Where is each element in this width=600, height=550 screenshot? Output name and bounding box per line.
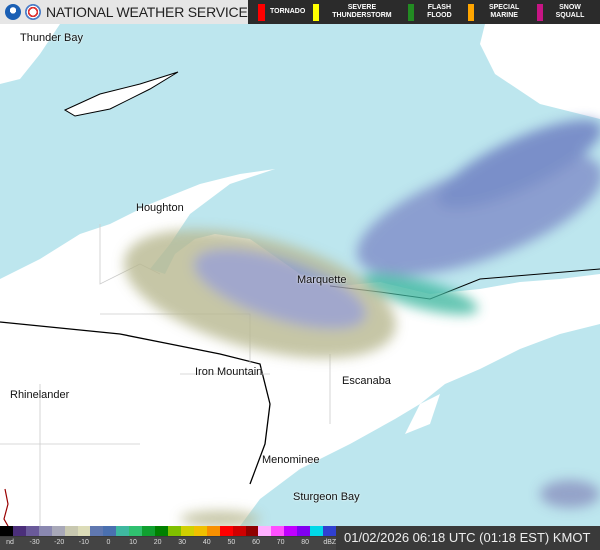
scale-swatch	[90, 526, 104, 536]
radar-echoes	[124, 119, 600, 527]
warning-legend: TORNADO SEVERE THUNDERSTORM FLASH FLOOD SPE…	[248, 0, 600, 24]
scale-label: -10	[78, 539, 89, 546]
color-swatch	[313, 3, 320, 21]
scale-swatch	[193, 526, 207, 536]
scale-label: 0	[106, 539, 111, 546]
scale-swatch	[77, 526, 91, 536]
scale-label: nd	[6, 539, 14, 546]
dbz-color-scale: nd -30 -20 -10 0 10 20 30 40 50 60 70 80 dBZ	[0, 526, 336, 550]
timestamp: 01/02/2026 06:18 UTC (01:18 EST) KMOT	[344, 530, 591, 545]
scale-swatch	[232, 526, 246, 536]
scale-label: dBZ	[323, 539, 337, 546]
scale-label: 10	[129, 539, 137, 546]
footer: nd -30 -20 -10 0 10 20 30 40 50 60 70 80 dBZ 01/02/20…	[0, 526, 600, 550]
scale-label: -30	[29, 539, 40, 546]
color-swatch	[537, 3, 544, 21]
scale-swatch	[167, 526, 181, 536]
scale-swatch	[258, 526, 272, 536]
scale-label: -20	[54, 539, 65, 546]
color-swatch	[258, 3, 265, 21]
scale-swatch	[271, 526, 285, 536]
city-label: Iron Mountain	[195, 366, 263, 378]
scale-label: 80	[301, 539, 310, 546]
city-label: Sturgeon Bay	[293, 491, 360, 503]
warning-label: SNOW SQUALL	[555, 4, 585, 19]
color-swatch	[407, 3, 414, 21]
city-label: Escanaba	[342, 375, 391, 387]
scale-swatch	[38, 526, 52, 536]
scale-swatch	[12, 526, 26, 536]
city-label: Marquette	[297, 274, 347, 286]
scale-label: 30	[178, 539, 187, 546]
scale-swatch	[323, 526, 336, 536]
scale-swatch	[103, 526, 117, 536]
scale-label: 40	[202, 539, 211, 546]
scale-swatch	[219, 526, 233, 536]
scale-swatch	[284, 526, 298, 536]
scale-swatch	[142, 526, 156, 536]
scale-swatch	[297, 526, 311, 536]
scale-swatch	[206, 526, 220, 536]
scale-label: 20	[153, 539, 162, 546]
scale-swatch	[0, 526, 13, 536]
nws-logo	[25, 4, 41, 20]
warning-legend-item: FLASH FLOOD	[407, 3, 461, 21]
scale-label: 70	[276, 539, 285, 546]
warning-legend-item: SEVERE THUNDERSTORM	[313, 3, 399, 21]
radar-map[interactable]: Thunder Bay Houghton Marquette Iron Moun…	[0, 24, 600, 527]
scale-swatch	[310, 526, 324, 536]
warning-label: SPECIAL MARINE	[488, 4, 520, 19]
scale-swatch	[25, 526, 39, 536]
scale-swatch	[180, 526, 194, 536]
scale-label: 50	[227, 539, 236, 546]
color-swatch	[468, 3, 475, 21]
warning-label: SEVERE THUNDERSTORM	[332, 4, 392, 19]
scale-swatch	[129, 526, 143, 536]
scale-swatch	[116, 526, 130, 536]
city-label: Menominee	[262, 454, 320, 466]
warning-legend-item: SNOW SQUALL	[537, 3, 592, 21]
warning-legend-item: SPECIAL MARINE	[468, 3, 529, 21]
isle-royale	[63, 71, 179, 117]
scale-swatch	[51, 526, 65, 536]
scale-swatch	[64, 526, 78, 536]
scale-swatch	[155, 526, 168, 536]
city-label: Houghton	[136, 202, 184, 214]
warning-label: FLASH FLOOD	[427, 4, 452, 19]
warning-legend-item: TORNADO	[258, 3, 306, 21]
page-title: NATIONAL WEATHER SERVICE	[46, 4, 248, 20]
scale-label: 60	[252, 539, 260, 546]
city-label: Rhinelander	[10, 389, 70, 401]
noaa-logo	[5, 4, 21, 20]
warning-label: TORNADO	[270, 8, 306, 15]
scale-swatch	[245, 526, 259, 536]
city-label: Thunder Bay	[20, 32, 83, 44]
